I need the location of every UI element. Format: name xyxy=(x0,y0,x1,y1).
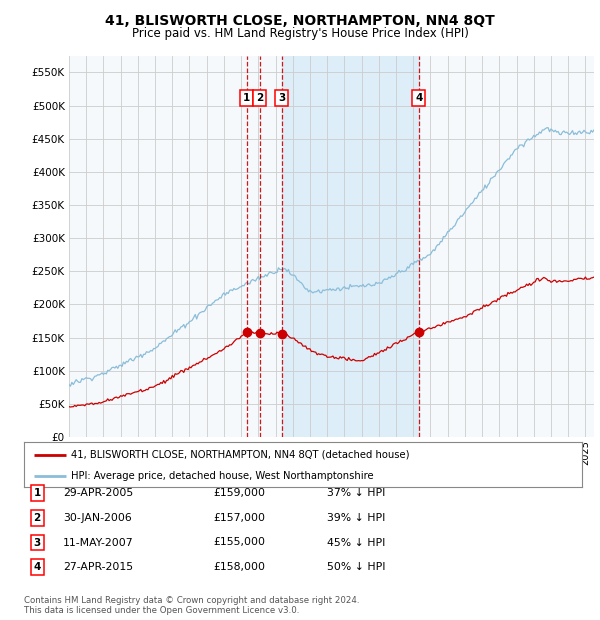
Text: £159,000: £159,000 xyxy=(213,488,265,498)
Text: £157,000: £157,000 xyxy=(213,513,265,523)
Text: £155,000: £155,000 xyxy=(213,538,265,547)
Text: 4: 4 xyxy=(415,93,422,103)
Bar xyxy=(282,56,419,437)
Text: Contains HM Land Registry data © Crown copyright and database right 2024.
This d: Contains HM Land Registry data © Crown c… xyxy=(24,596,359,615)
Text: 45% ↓ HPI: 45% ↓ HPI xyxy=(327,538,385,547)
Text: 41, BLISWORTH CLOSE, NORTHAMPTON, NN4 8QT: 41, BLISWORTH CLOSE, NORTHAMPTON, NN4 8Q… xyxy=(105,14,495,28)
Text: 2: 2 xyxy=(256,93,263,103)
Text: 11-MAY-2007: 11-MAY-2007 xyxy=(63,538,134,547)
Text: 39% ↓ HPI: 39% ↓ HPI xyxy=(327,513,385,523)
Text: 29-APR-2005: 29-APR-2005 xyxy=(63,488,133,498)
Text: HPI: Average price, detached house, West Northamptonshire: HPI: Average price, detached house, West… xyxy=(71,471,374,480)
Text: 3: 3 xyxy=(278,93,286,103)
Text: 41, BLISWORTH CLOSE, NORTHAMPTON, NN4 8QT (detached house): 41, BLISWORTH CLOSE, NORTHAMPTON, NN4 8Q… xyxy=(71,450,410,459)
Text: Price paid vs. HM Land Registry's House Price Index (HPI): Price paid vs. HM Land Registry's House … xyxy=(131,27,469,40)
Text: 2: 2 xyxy=(34,513,41,523)
Text: £158,000: £158,000 xyxy=(213,562,265,572)
Text: 3: 3 xyxy=(34,538,41,547)
Text: 27-APR-2015: 27-APR-2015 xyxy=(63,562,133,572)
Text: 30-JAN-2006: 30-JAN-2006 xyxy=(63,513,132,523)
Text: 1: 1 xyxy=(243,93,250,103)
Text: 50% ↓ HPI: 50% ↓ HPI xyxy=(327,562,386,572)
Text: 37% ↓ HPI: 37% ↓ HPI xyxy=(327,488,385,498)
Text: 1: 1 xyxy=(34,488,41,498)
Text: 4: 4 xyxy=(34,562,41,572)
